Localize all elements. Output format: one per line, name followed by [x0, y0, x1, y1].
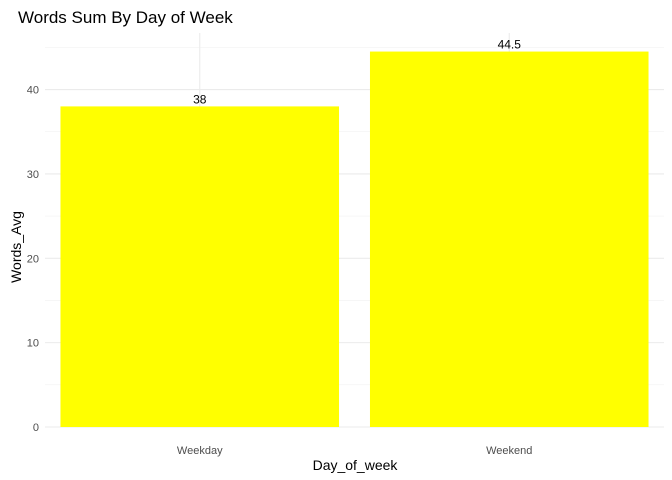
chart-title: Words Sum By Day of Week: [18, 8, 233, 27]
x-axis-ticks: Weekday Weekend: [177, 445, 532, 457]
y-tick-label: 20: [27, 253, 39, 265]
y-axis-ticks: 0 10 20 30 40: [27, 85, 39, 434]
bar-value-label: 44.5: [498, 38, 522, 52]
y-tick-label: 10: [27, 338, 39, 350]
bar: [60, 106, 340, 428]
x-tick-label: Weekend: [486, 445, 532, 457]
x-tick-label: Weekday: [177, 445, 223, 457]
y-tick-label: 40: [27, 85, 39, 97]
y-tick-label: 30: [27, 169, 39, 181]
bar: [369, 51, 649, 427]
y-axis-title: Words_Avg: [8, 211, 24, 283]
bar-value-label: 38: [193, 92, 207, 106]
x-axis-title: Day_of_week: [313, 457, 399, 473]
bars: [60, 51, 649, 428]
y-tick-label: 0: [33, 422, 39, 434]
data-labels: 38 44.5: [193, 38, 521, 107]
